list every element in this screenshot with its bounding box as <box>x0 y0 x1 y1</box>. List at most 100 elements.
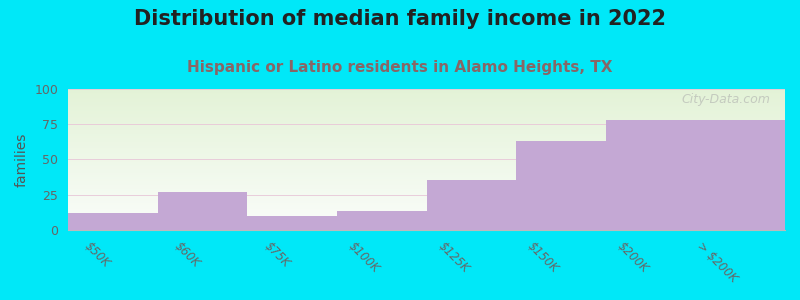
Bar <box>68 119 785 120</box>
Bar <box>68 204 785 205</box>
Bar <box>68 190 785 191</box>
Bar <box>68 97 785 98</box>
Bar <box>68 108 785 109</box>
Bar <box>68 205 785 206</box>
Bar <box>68 100 785 101</box>
Bar <box>68 179 785 180</box>
Bar <box>68 107 785 108</box>
Bar <box>68 226 785 227</box>
Bar <box>606 120 695 230</box>
Bar <box>68 109 785 110</box>
Bar <box>68 217 785 218</box>
Bar <box>68 194 785 195</box>
Bar <box>68 134 785 135</box>
Bar <box>68 223 785 224</box>
Bar <box>68 147 785 148</box>
Bar <box>68 174 785 175</box>
Bar <box>68 167 785 168</box>
Bar <box>68 142 785 143</box>
Bar <box>68 96 785 97</box>
Bar <box>68 202 785 203</box>
Bar <box>68 172 785 173</box>
Bar <box>68 176 785 177</box>
Bar <box>68 220 785 221</box>
Bar <box>68 131 785 132</box>
Bar <box>68 106 785 107</box>
Bar <box>68 168 785 169</box>
Bar <box>68 181 785 182</box>
Bar <box>68 169 785 170</box>
Bar <box>68 103 785 104</box>
Bar <box>158 192 247 230</box>
Bar <box>68 210 785 211</box>
Bar <box>68 182 785 183</box>
Bar <box>68 139 785 140</box>
Bar <box>68 175 785 176</box>
Bar <box>68 120 785 121</box>
Bar <box>68 214 785 215</box>
Bar <box>68 133 785 134</box>
Bar <box>68 206 785 207</box>
Bar <box>68 160 785 161</box>
Bar <box>68 163 785 164</box>
Bar <box>68 94 785 95</box>
Bar <box>68 92 785 93</box>
Bar <box>68 153 785 154</box>
Bar <box>68 121 785 122</box>
Bar <box>68 143 785 144</box>
Bar <box>68 171 785 172</box>
Bar <box>68 173 785 174</box>
Bar <box>68 136 785 137</box>
Bar <box>68 212 785 213</box>
Bar <box>68 186 785 187</box>
Bar <box>68 122 785 123</box>
Bar <box>68 209 785 210</box>
Bar <box>68 180 785 181</box>
Bar <box>68 184 785 185</box>
Bar <box>68 95 785 96</box>
Bar <box>68 158 785 159</box>
Bar <box>68 164 785 165</box>
Bar <box>68 104 785 105</box>
Bar <box>68 123 785 124</box>
Bar <box>68 225 785 226</box>
Bar <box>68 162 785 163</box>
Bar <box>68 211 785 212</box>
Bar <box>68 93 785 94</box>
Bar <box>68 90 785 91</box>
Bar <box>68 197 785 198</box>
Bar <box>68 101 785 102</box>
Bar <box>68 146 785 147</box>
Bar <box>68 154 785 155</box>
Bar <box>68 215 785 216</box>
Bar <box>68 207 785 208</box>
Bar <box>68 183 785 184</box>
Y-axis label: families: families <box>15 132 29 187</box>
Bar <box>68 165 785 166</box>
Bar <box>68 227 785 228</box>
Bar <box>68 145 785 146</box>
Bar <box>68 193 785 194</box>
Bar <box>68 198 785 199</box>
Bar <box>68 128 785 129</box>
Bar <box>68 126 785 127</box>
Bar <box>68 219 785 220</box>
Bar <box>68 159 785 160</box>
Bar <box>68 149 785 150</box>
Bar <box>68 110 785 111</box>
Bar <box>68 152 785 153</box>
Bar <box>68 117 785 118</box>
Bar <box>68 157 785 158</box>
Bar <box>68 98 785 99</box>
Bar <box>68 135 785 136</box>
Bar <box>68 185 785 186</box>
Bar <box>68 140 785 141</box>
Bar <box>68 138 785 139</box>
Bar <box>68 132 785 133</box>
Bar <box>68 99 785 100</box>
Bar <box>68 111 785 112</box>
Bar <box>68 178 785 179</box>
Bar <box>68 114 785 115</box>
Bar <box>68 125 785 126</box>
Bar <box>68 189 785 190</box>
